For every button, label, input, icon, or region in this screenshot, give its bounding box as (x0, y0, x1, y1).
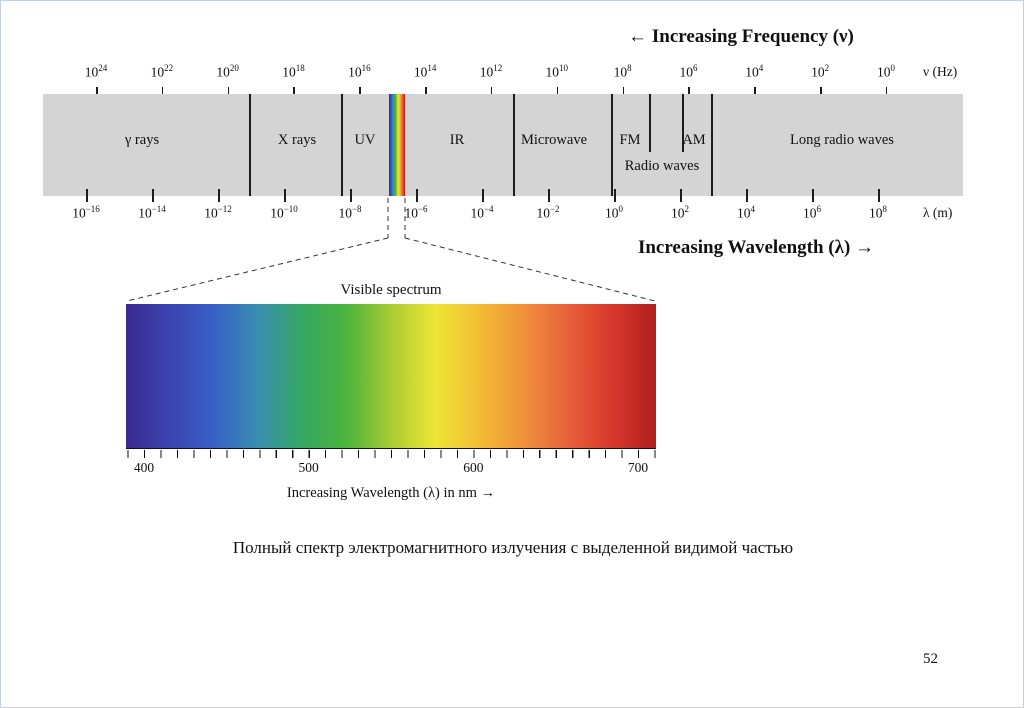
wavelength-tick-label: 10−16 (72, 204, 100, 221)
slide-caption: Полный спектр электромагнитного излучени… (232, 538, 794, 557)
band-divider-microwave-fm (611, 94, 613, 196)
frequency-tick-label: 106 (679, 63, 698, 80)
band-label-long-radio: Long radio waves (790, 132, 894, 148)
increasing-frequency-label: ← Increasing Frequency (ν) (628, 26, 854, 47)
wavelength-tick-mark (746, 189, 748, 202)
wavelength-tick-label: 104 (737, 204, 755, 221)
frequency-tick-label: 1012 (479, 63, 503, 80)
frequency-tick-mark (425, 87, 427, 100)
visible-spectrum-gradient (126, 304, 656, 449)
frequency-tick-label: 102 (811, 63, 830, 80)
frequency-tick-label: 1014 (413, 63, 437, 80)
band-label-xray: X rays (277, 132, 317, 148)
wavelength-tick-label: 10−12 (204, 204, 232, 221)
wavelength-tick-mark (350, 189, 352, 202)
band-label-gamma: γ rays (124, 132, 160, 148)
wavelength-tick-mark (614, 189, 616, 202)
frequency-tick-mark (227, 87, 230, 100)
frequency-tick-mark (161, 87, 164, 100)
wavelength-tick-label: 106 (803, 204, 821, 221)
frequency-tick-label: 1010 (545, 63, 569, 80)
band-divider-xray-uv (341, 94, 343, 196)
wavelength-tick-label: 10−14 (138, 204, 166, 221)
band-label-uv: UV (354, 132, 376, 148)
wavelength-tick-label: 108 (869, 204, 887, 221)
band-divider-am-longradio (711, 94, 713, 196)
frequency-tick-label: 104 (745, 63, 764, 80)
frequency-tick-mark (754, 87, 756, 100)
wavelength-tick-mark (416, 189, 418, 202)
wavelength-unit-label: λ (m) (923, 205, 953, 220)
frequency-tick-mark (688, 87, 690, 100)
frequency-tick-label: 1016 (348, 63, 371, 80)
wavelength-tick-label: 10−2 (536, 204, 560, 221)
wavelength-tick-label: 10−4 (470, 204, 494, 221)
frequency-tick-mark (359, 87, 361, 100)
frequency-tick-mark (885, 87, 888, 100)
band-label-fm: FM (619, 132, 641, 148)
spectrum-band: γ rays X rays UV IR Microwave FM AM Long… (43, 94, 963, 196)
frequency-tick-mark (556, 87, 559, 100)
band-divider-fm-right (649, 94, 651, 152)
nm-tick-label: 500 (298, 460, 319, 475)
wavelength-tick-mark (680, 189, 682, 202)
nm-axis-ticks (126, 450, 656, 458)
frequency-tick-mark (490, 87, 493, 100)
frequency-unit-label: ν (Hz) (923, 64, 958, 79)
visible-light-stripe (389, 94, 405, 196)
frequency-tick-mark (96, 87, 98, 100)
page-number: 52 (923, 651, 938, 667)
wavelength-tick-mark (878, 189, 880, 202)
wavelength-tick-mark (284, 189, 286, 202)
band-label-ir: IR (449, 132, 465, 148)
nm-tick-label: 700 (627, 460, 649, 475)
frequency-tick-label: 1020 (216, 63, 239, 80)
nm-tick-label: 600 (463, 460, 484, 475)
frequency-tick-label: 1024 (84, 63, 108, 80)
wavelength-tick-mark (482, 189, 484, 202)
wavelength-tick-label: 100 (605, 204, 623, 221)
band-divider-gamma-xray (249, 94, 251, 196)
band-divider-ir-microwave (513, 94, 515, 196)
visible-spectrum-title: Visible spectrum (340, 282, 442, 298)
frequency-tick-label: 1022 (150, 63, 174, 80)
nm-tick-label: 400 (133, 460, 155, 475)
wavelength-tick-mark (218, 189, 220, 202)
wavelength-tick-mark (152, 189, 154, 202)
increasing-wavelength-label: Increasing Wavelength (λ) → (637, 237, 875, 258)
band-divider-am-left (682, 94, 684, 152)
frequency-tick-mark (820, 87, 822, 100)
wavelength-tick-mark (86, 189, 88, 202)
wavelength-tick-label: 102 (671, 204, 689, 221)
frequency-tick-mark (293, 87, 295, 100)
wavelength-tick-label: 10−10 (270, 204, 298, 221)
band-label-am: AM (682, 132, 706, 148)
band-label-radio-waves: Radio waves (624, 158, 700, 174)
wavelength-tick-mark (812, 189, 814, 202)
band-label-microwave: Microwave (520, 132, 588, 148)
wavelength-tick-label: 10−6 (404, 204, 428, 221)
frequency-tick-label: 1018 (282, 63, 305, 80)
frequency-tick-label: 108 (613, 63, 632, 80)
wavelength-tick-mark (548, 189, 550, 202)
frequency-tick-mark (622, 87, 625, 100)
nm-axis-title: Increasing Wavelength (λ) in nm → (286, 485, 496, 501)
frequency-tick-label: 100 (876, 63, 895, 80)
wavelength-tick-label: 10−8 (338, 204, 362, 221)
